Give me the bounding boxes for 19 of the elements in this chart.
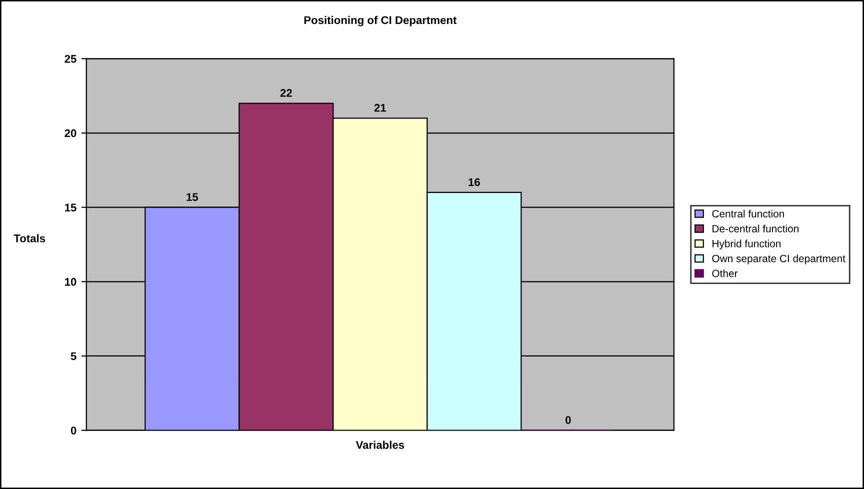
chart-title: Positioning of CI Department xyxy=(304,16,457,26)
legend-label: De-central function xyxy=(712,224,798,232)
data-label: 15 xyxy=(186,193,198,201)
x-axis-title: Variables xyxy=(356,440,404,449)
legend-label: Other xyxy=(712,269,738,278)
data-label: 16 xyxy=(468,178,480,186)
y-tick-label: 10 xyxy=(65,278,76,286)
y-tick-label: 5 xyxy=(70,352,76,360)
legend-label: Central function xyxy=(712,210,784,218)
y-axis-title: Totals xyxy=(14,234,46,242)
y-tick-label: 15 xyxy=(65,204,76,212)
data-label: 21 xyxy=(374,104,386,112)
legend-label: Own separate CI department xyxy=(712,254,846,264)
y-tick-label: 0 xyxy=(70,426,76,434)
data-label: 0 xyxy=(566,416,571,424)
y-tick-label: 25 xyxy=(64,54,76,63)
y-tick-label: 20 xyxy=(64,129,76,138)
legend-label: Hybrid function xyxy=(712,240,781,250)
data-label: 22 xyxy=(280,89,292,97)
